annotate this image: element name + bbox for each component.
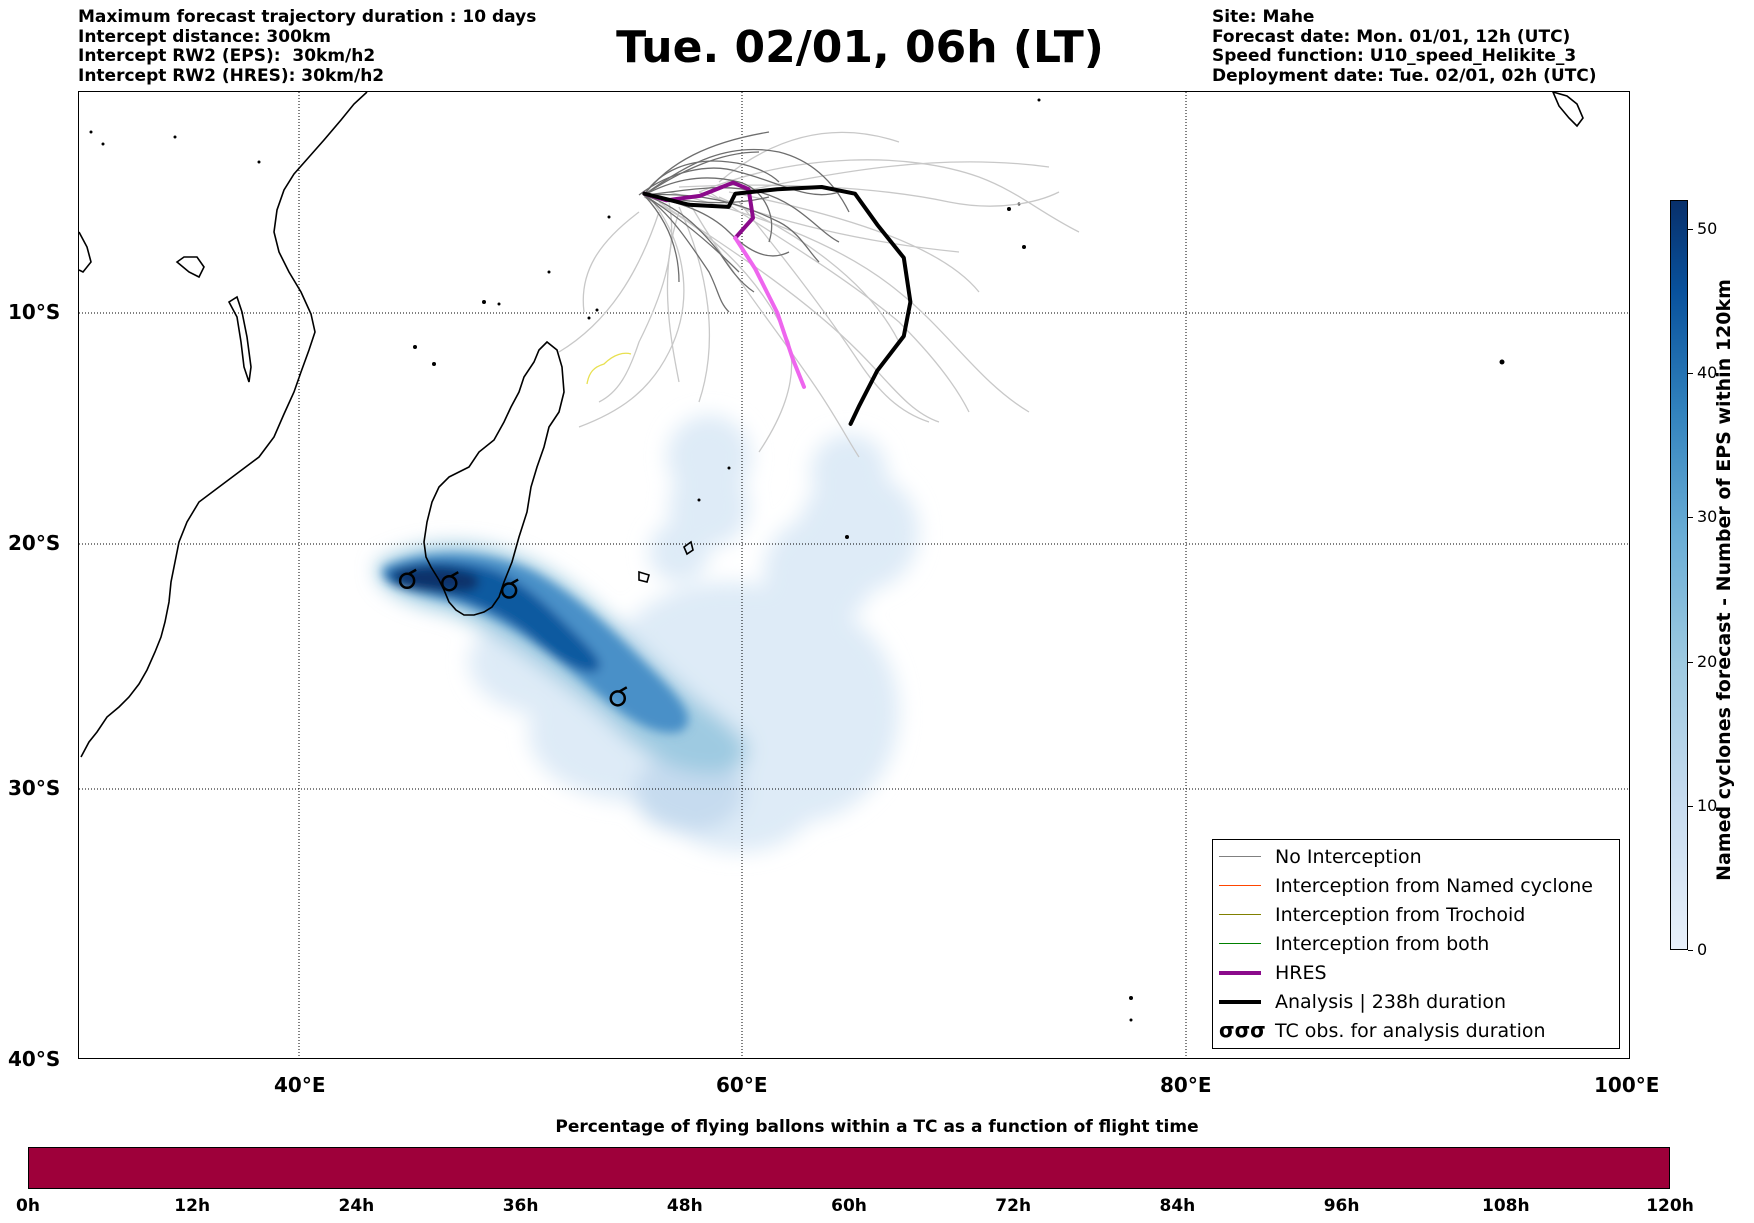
percentage-tick-label: 60h (831, 1196, 867, 1216)
header-line: Forecast date: Mon. 01/01, 12h (UTC) (1212, 26, 1571, 47)
eps-trajectories-light (558, 131, 1080, 458)
lon-tick: 60°E (716, 1073, 768, 1097)
map-legend: No Interception Interception from Named … (1212, 839, 1620, 1049)
legend-label: Interception from both (1275, 933, 1490, 955)
trochoid-interception-track (586, 352, 632, 385)
header-line: Intercept RW2 (EPS): 30km/h2 (78, 46, 376, 66)
lon-tick: 40°E (274, 1073, 326, 1097)
legend-line-swatch (1219, 971, 1261, 975)
tc-symbol-icon: σσσ (1219, 1018, 1266, 1042)
eps-density-core (382, 553, 689, 733)
colorbar-tick-label: 10 (1697, 795, 1718, 815)
gridlines (79, 92, 1629, 1058)
colorbar-tick-label: 40 (1697, 363, 1718, 383)
header-line: Deployment date: Tue. 02/01, 02h (UTC) (1212, 65, 1597, 86)
legend-line-swatch (1219, 856, 1261, 857)
percentage-tick-label: 0h (16, 1196, 40, 1216)
lat-tick: 30°S (8, 776, 61, 800)
legend-line-swatch (1219, 914, 1261, 915)
track-lines (642, 180, 913, 426)
percentage-tick-label: 108h (1482, 1196, 1530, 1216)
eps-density-field (377, 415, 919, 852)
percentage-bar-title: Percentage of flying ballons within a TC… (555, 1117, 1199, 1137)
colorbar-tick-mark (1688, 950, 1693, 951)
tc-observation-tail (510, 578, 519, 585)
colorbar-label: Named cyclones forecast - Number of EPS … (1713, 279, 1735, 881)
percentage-tick-label: 48h (666, 1196, 703, 1216)
tc-observation-tail (450, 571, 459, 578)
map-canvas[interactable] (79, 92, 1630, 1059)
tc-observation-icon (398, 572, 416, 589)
legend-label: HRES (1275, 962, 1327, 984)
tc-observation-icon (609, 690, 627, 707)
coastlines (79, 92, 1584, 758)
header-line: Speed function: U10_speed_Helikite_3 (1212, 46, 1577, 66)
lat-tick: 40°S (8, 1047, 61, 1071)
colorbar-tick-label: 30 (1697, 507, 1718, 527)
header-line: Intercept distance: 300km (78, 26, 331, 47)
legend-label: Interception from Named cyclone (1275, 875, 1593, 897)
colorbar-tick-label: 50 (1697, 218, 1718, 238)
percentage-tick-label: 36h (502, 1196, 539, 1216)
percentage-tick-label: 24h (338, 1196, 375, 1216)
colorbar-tick-mark (1688, 517, 1693, 519)
legend-label: No Interception (1275, 846, 1422, 868)
colorbar-tick-mark (1688, 373, 1693, 375)
header-line: Site: Mahe (1212, 7, 1315, 27)
legend-label: Interception from Trochoid (1275, 904, 1526, 926)
header-line: Intercept RW2 (HRES): 30km/h2 (78, 65, 385, 86)
legend-line-swatch (1219, 1000, 1261, 1004)
percentage-tick-label: 12h (174, 1196, 211, 1216)
percentage-tick-label: 72h (995, 1196, 1032, 1216)
percentage-tick-label: 84h (1159, 1196, 1196, 1216)
percentage-bar (28, 1147, 1670, 1189)
map-panel[interactable] (78, 91, 1630, 1059)
legend-label: Analysis | 238h duration (1275, 991, 1507, 1013)
tc-observation-icon (500, 582, 518, 599)
percentage-tick-label: 96h (1323, 1196, 1360, 1216)
tc-observation-icon (441, 574, 458, 592)
legend-label: TC obs. for analysis duration (1275, 1020, 1546, 1042)
eps-colorbar (1670, 200, 1688, 950)
legend-line-swatch (1219, 885, 1261, 886)
analysis-track-line (642, 185, 913, 426)
header-left: Maximum forecast trajectory duration : 1… (78, 7, 537, 86)
colorbar-tick-label: 20 (1697, 651, 1718, 671)
colorbar-tick-mark (1688, 661, 1693, 663)
hres-track-line-late (733, 235, 806, 389)
tc-observation-tail (408, 568, 417, 575)
lat-tick: 20°S (8, 531, 61, 555)
header-right: Site: Mahe Forecast date: Mon. 01/01, 12… (1212, 7, 1597, 86)
small-islands (89, 98, 1505, 1022)
lon-tick: 100°E (1594, 1073, 1660, 1097)
eps-trajectories-dark (638, 131, 850, 313)
legend-line-swatch (1219, 943, 1261, 944)
percentage-tick-label: 120h (1646, 1196, 1694, 1216)
colorbar-tick-label: 0 (1697, 940, 1708, 959)
header-line: Maximum forecast trajectory duration : 1… (78, 7, 537, 27)
colorbar-tick-mark (1688, 805, 1693, 807)
lat-tick: 10°S (8, 300, 61, 324)
map-title: Tue. 02/01, 06h (LT) (616, 22, 1104, 73)
lon-tick: 80°E (1160, 1073, 1212, 1097)
tc-observations (398, 568, 628, 707)
colorbar-tick-mark (1688, 228, 1693, 230)
tc-observation-tail (619, 686, 628, 693)
